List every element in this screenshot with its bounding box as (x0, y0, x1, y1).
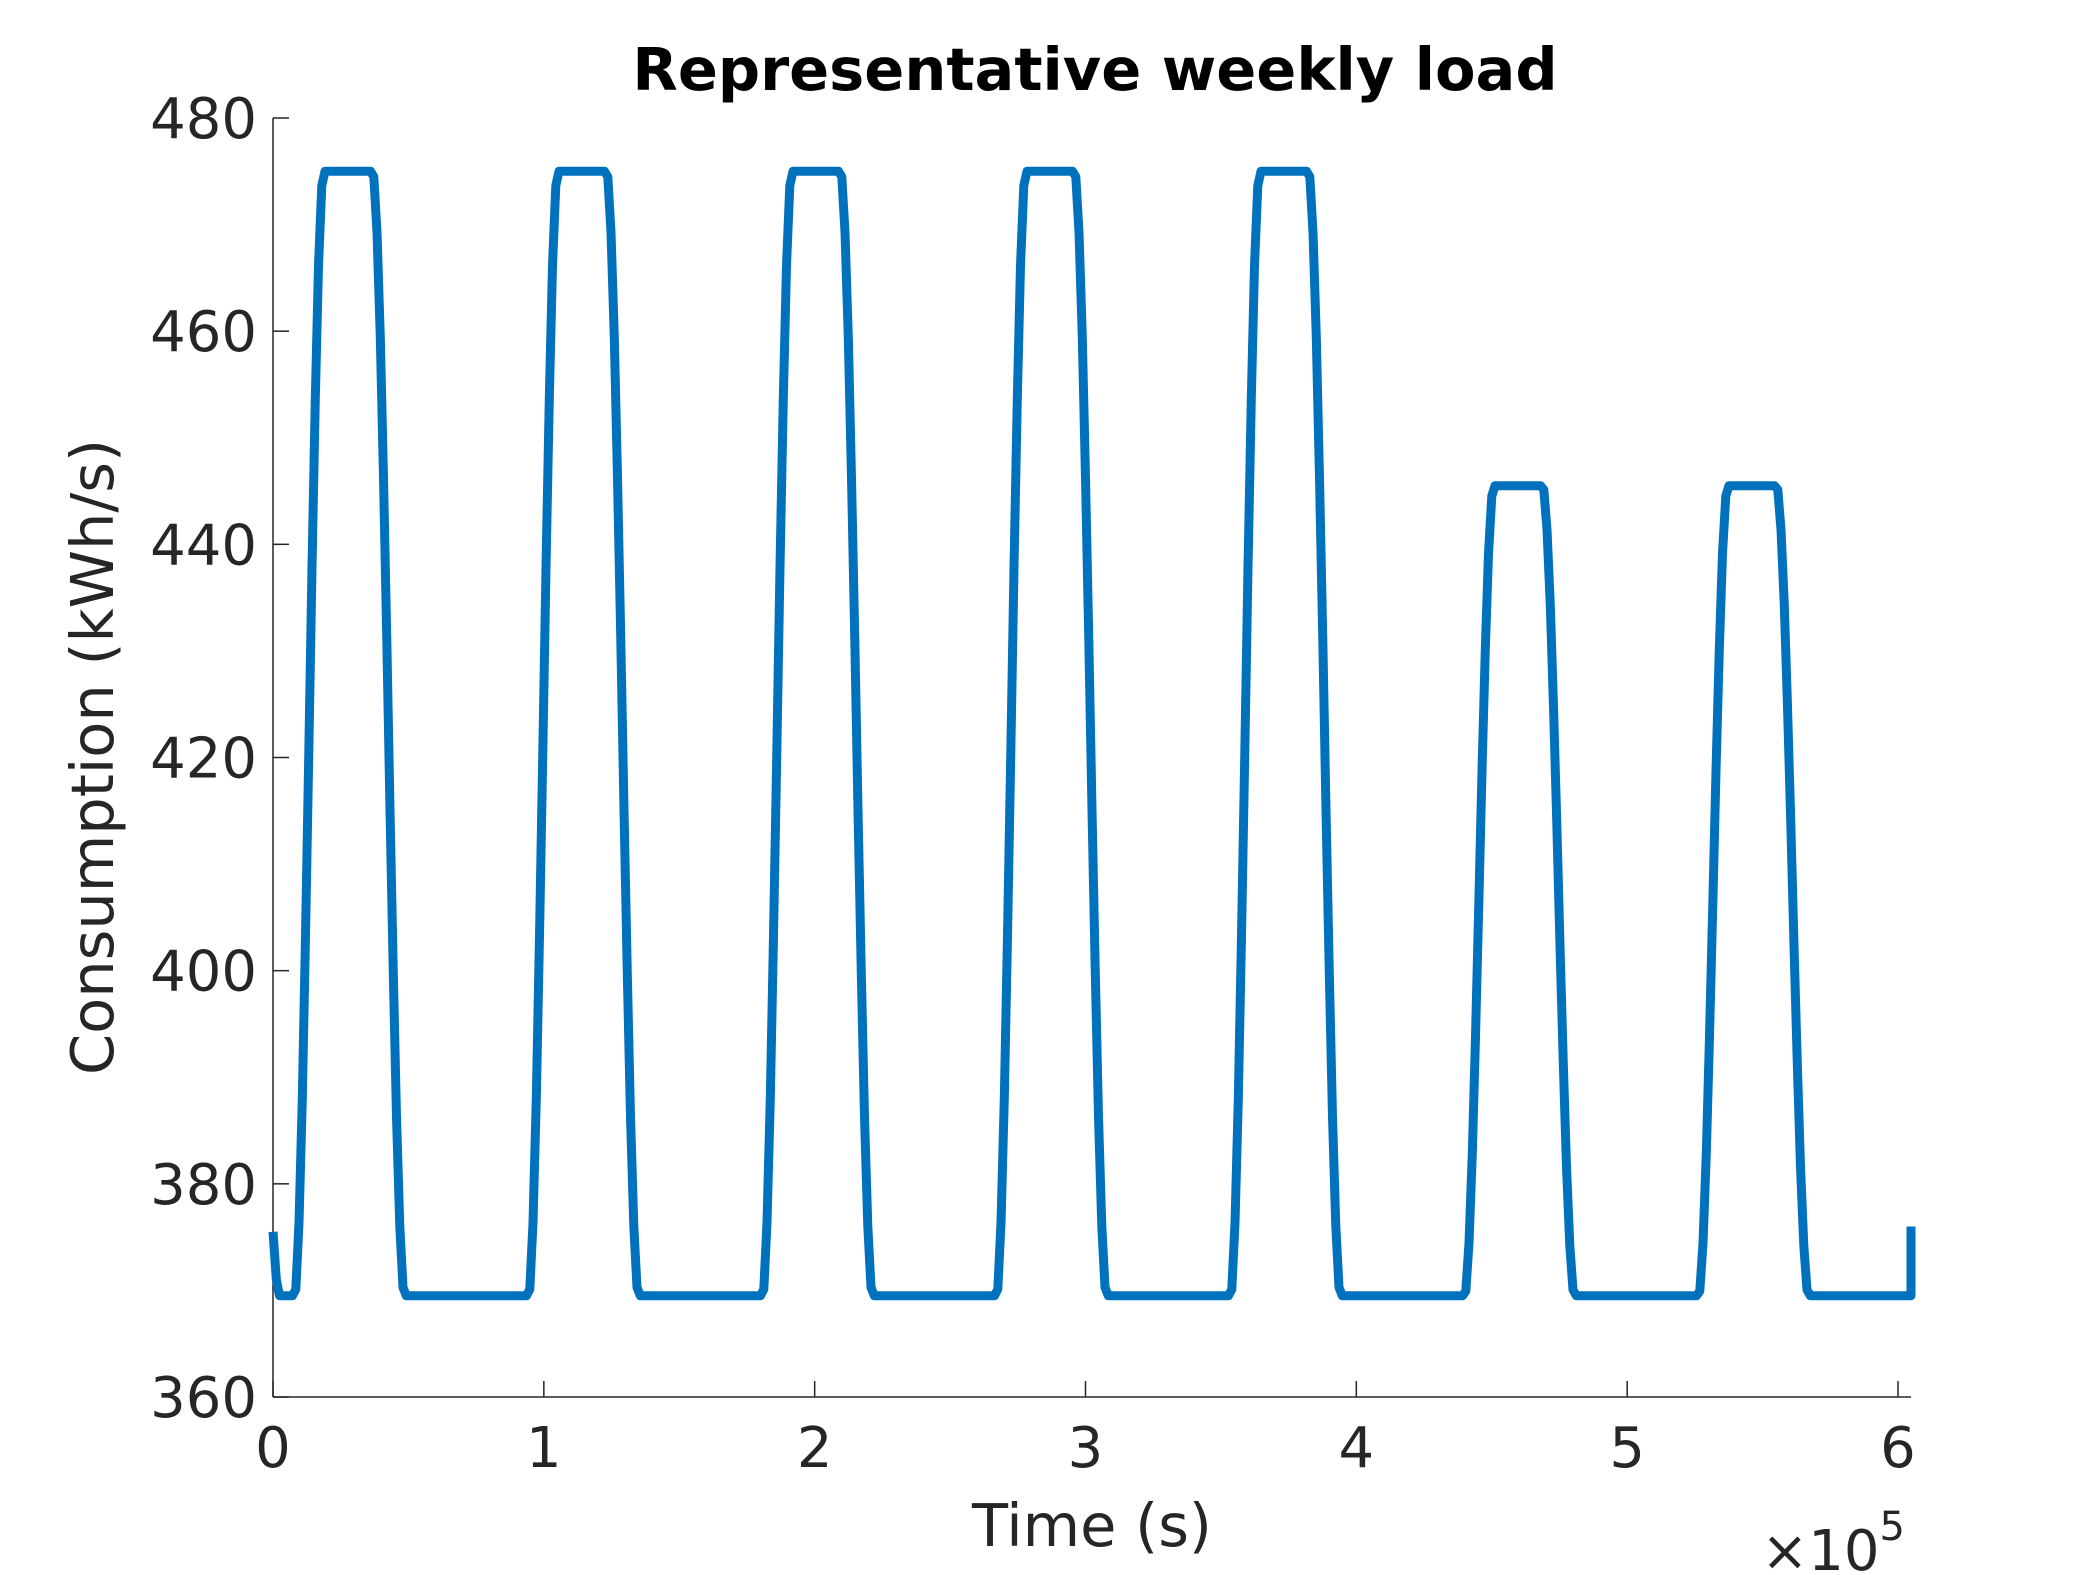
chart-title: Representative weekly load (632, 35, 1557, 104)
x-tick-label: 3 (1068, 1416, 1104, 1481)
y-axis-label: Consumption (kWh/s) (58, 439, 127, 1075)
x-exponent-base: ×10 (1761, 1519, 1879, 1575)
x-exponent-power: 5 (1880, 1504, 1905, 1550)
series-line (268, 166, 1916, 1301)
x-tick-label: 2 (797, 1416, 833, 1481)
x-axis-label: Time (s) (971, 1491, 1212, 1560)
y-tick-label: 480 (150, 87, 257, 152)
y-tick-label: 380 (150, 1153, 257, 1218)
y-tick-label: 360 (150, 1366, 257, 1431)
y-tick-label: 420 (150, 727, 257, 792)
x-tick-label: 0 (255, 1416, 291, 1481)
x-tick-label: 1 (526, 1416, 562, 1481)
y-tick-label: 400 (150, 940, 257, 1005)
x-tick-label: 4 (1339, 1416, 1375, 1481)
y-tick-label: 440 (150, 513, 257, 578)
x-exponent-label: ×105 (1761, 1504, 1905, 1575)
y-ticks: 360 380 400 420 440 460 480 (150, 87, 289, 1431)
x-tick-label: 6 (1880, 1416, 1916, 1481)
y-tick-label: 460 (150, 300, 257, 365)
x-ticks: 0 1 2 3 4 5 6 (255, 1381, 1916, 1481)
x-tick-label: 5 (1609, 1416, 1645, 1481)
